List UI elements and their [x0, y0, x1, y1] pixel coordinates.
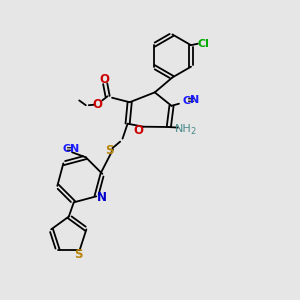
Text: C: C — [62, 144, 70, 154]
Text: S: S — [105, 144, 114, 157]
Text: ≡: ≡ — [66, 144, 74, 154]
Text: O: O — [134, 124, 144, 137]
Text: ≡: ≡ — [187, 95, 195, 105]
Text: Cl: Cl — [197, 39, 209, 49]
Text: 2: 2 — [191, 127, 196, 136]
Text: C: C — [182, 96, 190, 106]
Text: NH: NH — [175, 124, 191, 134]
Text: O: O — [92, 98, 102, 110]
Text: S: S — [74, 248, 82, 261]
Text: N: N — [70, 144, 79, 154]
Text: O: O — [100, 73, 110, 86]
Text: N: N — [97, 191, 107, 204]
Text: N: N — [190, 95, 200, 105]
